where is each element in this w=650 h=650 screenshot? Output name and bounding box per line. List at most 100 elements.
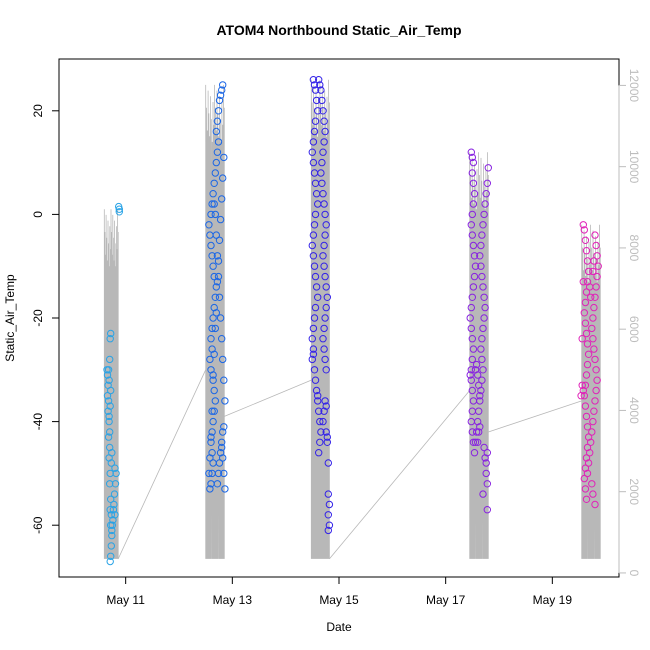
- data-point: [579, 278, 587, 286]
- data-point: [320, 262, 328, 270]
- data-point: [483, 480, 491, 488]
- data-point: [309, 350, 318, 358]
- data-point: [582, 288, 591, 296]
- data-point: [475, 428, 483, 436]
- data-point: [108, 521, 117, 529]
- data-point: [308, 355, 316, 364]
- data-point: [479, 283, 487, 291]
- data-point: [316, 438, 324, 446]
- data-point: [582, 454, 591, 462]
- data-point: [469, 438, 478, 446]
- y2-tick-label: 10000: [627, 150, 641, 184]
- data-point: [209, 314, 217, 322]
- data-point: [213, 252, 222, 260]
- data-point: [208, 200, 216, 208]
- data-point: [207, 210, 215, 219]
- data-point: [106, 428, 114, 436]
- y-axis-label: Static_Air_Temp: [3, 274, 17, 362]
- data-point: [323, 433, 331, 441]
- data-point: [483, 179, 491, 188]
- data-point: [589, 314, 597, 322]
- altitude-trace: [205, 84, 225, 559]
- data-point: [106, 557, 114, 566]
- data-point: [310, 366, 319, 374]
- data-point: [321, 397, 329, 405]
- data-point: [321, 210, 329, 219]
- data-point: [213, 480, 222, 488]
- data-point: [320, 200, 328, 208]
- data-point: [308, 241, 316, 250]
- data-point: [208, 407, 216, 415]
- data-point: [104, 407, 112, 415]
- data-point: [312, 283, 321, 291]
- data-point: [310, 81, 319, 89]
- data-point: [475, 407, 483, 415]
- data-point: [583, 360, 592, 369]
- data-point: [591, 500, 599, 509]
- data-point: [582, 495, 591, 503]
- data-point: [110, 490, 119, 498]
- data-point: [580, 309, 588, 317]
- data-point: [209, 376, 217, 384]
- y-tick-label: -60: [31, 516, 45, 534]
- data-point: [480, 293, 488, 301]
- data-point: [587, 438, 595, 446]
- data-point: [591, 231, 599, 239]
- data-point: [591, 293, 599, 301]
- data-point: [468, 355, 476, 364]
- data-point: [220, 376, 228, 384]
- data-point: [319, 190, 327, 198]
- data-point: [468, 231, 476, 239]
- data-point: [317, 169, 325, 177]
- data-point: [589, 335, 597, 343]
- data-point: [469, 241, 478, 250]
- data-point: [206, 454, 214, 462]
- data-point: [309, 345, 318, 353]
- data-point: [109, 516, 117, 524]
- data-point: [477, 345, 485, 353]
- data-point: [580, 474, 588, 483]
- data-point: [214, 138, 223, 146]
- data-point: [580, 392, 588, 400]
- data-point: [105, 412, 113, 421]
- x-tick-label: May 19: [533, 593, 573, 607]
- data-point: [470, 449, 479, 457]
- data-point: [322, 402, 330, 410]
- data-point: [103, 371, 112, 379]
- data-point: [587, 293, 595, 301]
- y-tick-label: -20: [31, 309, 45, 327]
- altitude-trace: [469, 152, 489, 559]
- y2-tick-label: 2000: [627, 478, 641, 505]
- data-point: [581, 319, 590, 327]
- data-point: [323, 438, 331, 446]
- data-point: [580, 226, 588, 234]
- data-point: [315, 76, 323, 84]
- data-point: [472, 428, 481, 436]
- data-point: [312, 386, 321, 395]
- data-point: [211, 210, 220, 219]
- data-point: [324, 511, 332, 519]
- data-point: [211, 169, 220, 177]
- data-points: [103, 76, 602, 566]
- data-point: [315, 407, 323, 415]
- data-point: [478, 355, 486, 364]
- data-point: [215, 293, 224, 301]
- data-point: [577, 392, 585, 400]
- data-point: [469, 200, 478, 208]
- data-point: [319, 335, 327, 343]
- data-point: [310, 314, 319, 322]
- data-point: [107, 459, 116, 467]
- data-point: [319, 417, 327, 426]
- data-point: [311, 86, 320, 94]
- data-point: [471, 262, 480, 270]
- data-point: [211, 324, 220, 333]
- data-point: [205, 221, 213, 229]
- data-point: [309, 76, 318, 84]
- data-point: [310, 127, 319, 136]
- data-point: [484, 164, 492, 172]
- altitude-trace: [581, 224, 601, 559]
- data-point: [106, 469, 114, 478]
- data-point: [218, 195, 226, 203]
- data-point: [310, 221, 319, 229]
- data-point: [469, 179, 478, 188]
